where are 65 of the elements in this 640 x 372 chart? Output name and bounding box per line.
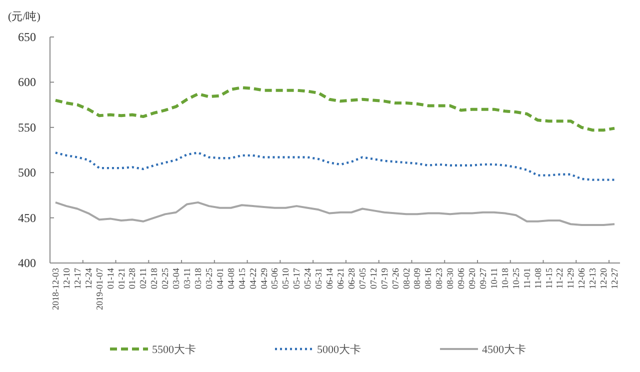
x-tick-label: 10-18	[500, 268, 510, 289]
x-tick-label: 02-18	[149, 268, 160, 289]
x-tick-label: 04-08	[226, 268, 236, 289]
y-tick-label: 400	[18, 256, 36, 270]
x-tick-label: 05-10	[280, 268, 291, 289]
x-tick-label: 07-05	[357, 268, 368, 289]
x-tick-label: 03-25	[204, 268, 214, 289]
x-tick-label: 04-01	[214, 268, 225, 289]
x-tick-label: 08-23	[434, 268, 444, 289]
x-tick-label: 10-11	[488, 268, 499, 289]
x-tick-label: 12-06	[576, 268, 587, 289]
x-tick-label: 07-19	[379, 268, 390, 289]
x-tick-label: 11-01	[522, 268, 532, 289]
legend-label: 4500大卡	[482, 343, 526, 356]
x-tick-label: 2018-12-03	[50, 268, 60, 310]
x-tick-label: 04-15	[236, 268, 247, 289]
x-tick-label: 01-28	[127, 268, 138, 289]
x-tick-label: 12-27	[610, 268, 620, 289]
x-tick-label: 09-27	[478, 268, 488, 289]
x-tick-label: 05-17	[292, 268, 302, 289]
x-tick-label: 11-15	[544, 268, 554, 289]
x-tick-label: 04-29	[258, 268, 269, 289]
x-tick-label: 07-26	[390, 268, 400, 289]
x-tick-label: 03-18	[192, 268, 203, 289]
x-tick-label: 07-12	[368, 268, 378, 289]
x-tick-label: 08-02	[401, 268, 412, 289]
x-tick-label: 08-16	[423, 268, 434, 289]
x-tick-label: 01-21	[116, 268, 126, 289]
x-tick-label: 03-04	[171, 268, 182, 289]
x-tick-label: 12-17	[72, 268, 82, 289]
y-axis-title: (元/吨)	[8, 10, 41, 23]
y-tick-label: 600	[18, 75, 36, 90]
x-tick-label: 05-31	[314, 268, 324, 289]
x-tick-label: 05-06	[270, 268, 280, 289]
x-tick-label: 10-25	[510, 268, 521, 289]
x-tick-label: 06-28	[346, 268, 356, 289]
x-tick-label: 11-08	[532, 268, 543, 289]
x-tick-label: 12-20	[598, 268, 609, 289]
x-tick-label: 11-22	[554, 268, 565, 289]
x-tick-label: 03-11	[182, 268, 192, 289]
x-tick-label: 02-11	[138, 268, 148, 289]
line-series	[54, 86, 616, 132]
x-tick-label: 06-21	[335, 268, 346, 289]
line-series	[54, 201, 616, 226]
x-tick-label: 08-30	[445, 268, 456, 289]
x-tick-label: 12-10	[61, 268, 72, 289]
line-series	[54, 152, 616, 181]
x-tick-label: 11-29	[566, 268, 576, 289]
x-tick-label: 05-24	[302, 268, 313, 289]
x-tick-label: 12-13	[588, 268, 598, 289]
x-tick-label: 01-14	[105, 268, 116, 289]
legend-label: 5500大卡	[152, 343, 196, 356]
y-tick-label: 500	[18, 166, 36, 180]
y-tick-label: 650	[18, 30, 36, 44]
legend-label: 5000大卡	[317, 343, 361, 356]
x-tick-label: 08-09	[412, 268, 422, 289]
y-tick-label: 450	[18, 210, 36, 225]
x-tick-label: 02-25	[160, 268, 170, 289]
x-tick-label: 06-14	[324, 268, 335, 289]
y-tick-label: 550	[18, 120, 36, 134]
x-tick-label: 12-24	[83, 268, 94, 289]
x-tick-label: 2019-01-07	[94, 268, 104, 310]
x-tick-label: 04-22	[248, 268, 258, 289]
x-tick-label: 09-20	[467, 268, 478, 289]
x-tick-label: 09-06	[456, 268, 466, 289]
